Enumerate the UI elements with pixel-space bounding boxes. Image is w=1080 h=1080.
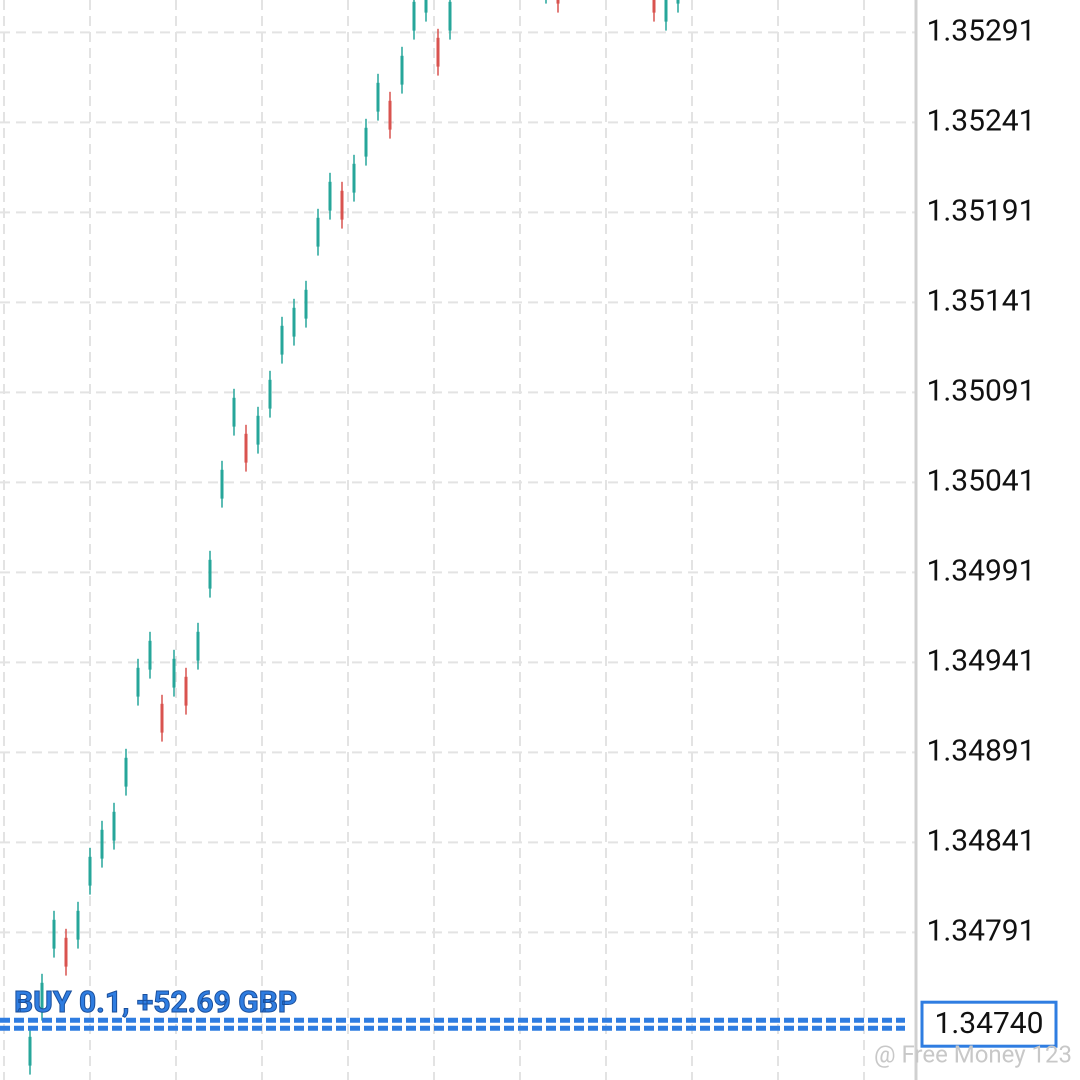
candle-body [364,127,368,157]
candle-body [652,0,656,13]
position-label: BUY 0.1, +52.69 GBP [14,985,297,1020]
candle-body [100,829,104,859]
candle-body [88,856,92,886]
y-tick-label: 1.34941 [926,643,1035,678]
candle-body [244,433,248,463]
candle-body [112,811,116,841]
candle-body [340,190,344,220]
candle-body [676,0,680,4]
candle-body [280,325,284,355]
y-tick-label: 1.35091 [926,373,1035,408]
candle-body [316,217,320,247]
candle-body [76,910,80,940]
y-tick-label: 1.34841 [926,823,1035,858]
candle-body [52,919,56,949]
candle-body [232,397,236,427]
candle-body [664,0,668,22]
candle-body [304,289,308,319]
candle-body [436,37,440,67]
candle-body [184,676,188,706]
y-tick-label: 1.34891 [926,733,1035,768]
price-box-label: 1.34740 [934,1006,1043,1041]
y-tick-label: 1.35141 [926,283,1035,318]
candle-body [160,703,164,733]
candle-body [64,937,68,967]
candle-body [196,631,200,661]
y-tick-label: 1.35291 [926,13,1035,48]
y-tick-label: 1.35241 [926,103,1035,138]
candle-body [40,982,44,1012]
candle-body [424,0,428,13]
candle-body [448,1,452,31]
y-tick-label: 1.35041 [926,463,1035,498]
candle-body [136,667,140,697]
candle-body [208,559,212,589]
candle-body [400,55,404,85]
candle-body [412,1,416,31]
candle-body [148,640,152,670]
candle-body [256,415,260,445]
y-tick-label: 1.34791 [926,913,1035,948]
candle-body [328,181,332,211]
time-grid [3,0,865,1080]
plot-layer: BUY 0.1, +52.69 GBP [0,0,916,1075]
candle-body [292,307,296,337]
candle-body [28,1036,32,1066]
y-tick-label: 1.34991 [926,553,1035,588]
y-tick-label: 1.35191 [926,193,1035,228]
candle-body [172,658,176,688]
candle-body [124,757,128,787]
price-box [920,1000,1058,1048]
candle-body [268,379,272,409]
candle-body [376,82,380,112]
candle-body [388,100,392,130]
watermark: @ Free Money 123 [874,1040,1072,1068]
candle-body [556,0,560,4]
candle-body [220,469,224,499]
candle-body [352,163,356,193]
